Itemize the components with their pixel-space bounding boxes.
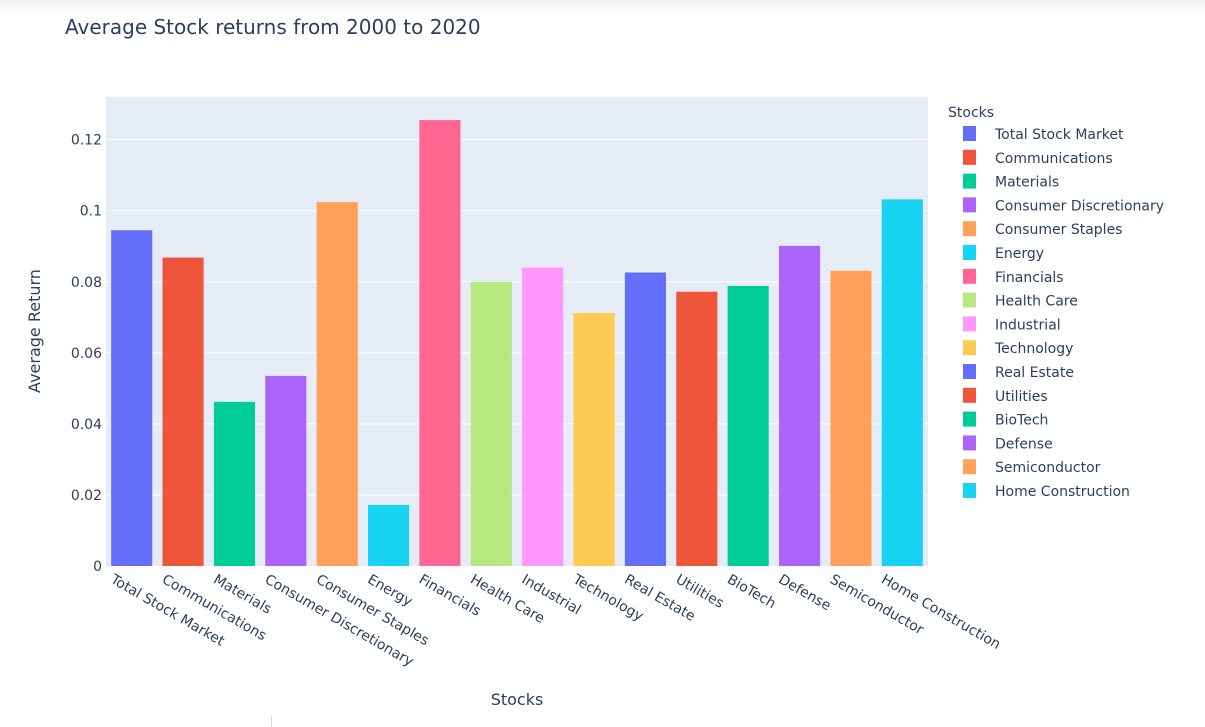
legend-swatch[interactable] [963, 364, 976, 379]
y-tick-label: 0.04 [71, 417, 102, 433]
bar[interactable] [316, 202, 358, 567]
x-tick-label: Defense [776, 572, 834, 615]
x-axis-label: Stocks [491, 690, 544, 709]
bar[interactable] [624, 272, 666, 566]
y-tick-label: 0.06 [71, 346, 102, 362]
legend-item-label[interactable]: Technology [994, 341, 1073, 357]
legend-swatch[interactable] [963, 340, 976, 356]
legend-swatch[interactable] [963, 245, 976, 260]
legend-item-label[interactable]: Financials [995, 270, 1064, 286]
y-tick-label: 0.08 [71, 275, 102, 291]
legend-swatch[interactable] [963, 316, 976, 332]
bar[interactable] [881, 199, 923, 566]
y-tick-label: 0.02 [71, 488, 102, 504]
legend-item-label[interactable]: Consumer Discretionary [995, 198, 1164, 214]
bar[interactable] [111, 230, 153, 566]
y-axis-label: Average Return [25, 269, 44, 393]
legend-swatch[interactable] [963, 197, 976, 213]
x-axis-ticks: Total Stock MarketCommunicationsMaterial… [107, 571, 1003, 670]
chart-title: Average Stock returns from 2000 to 2020 [65, 15, 481, 39]
legend-item-label[interactable]: Communications [995, 151, 1113, 167]
x-tick-label: Semiconductor [827, 572, 927, 639]
legend-swatch[interactable] [963, 387, 976, 403]
legend-item-label[interactable]: Energy [995, 246, 1044, 262]
legend-item-label[interactable]: Semiconductor [995, 460, 1101, 476]
legend-item-label[interactable]: Real Estate [995, 365, 1074, 381]
bar[interactable] [830, 270, 872, 566]
legend-swatch[interactable] [963, 411, 976, 427]
legend-swatch[interactable] [963, 149, 976, 165]
legend: Stocks Total Stock Market Communications M… [948, 105, 1164, 500]
legend-item-label[interactable]: Home Construction [995, 484, 1130, 500]
legend-swatch[interactable] [963, 435, 976, 451]
y-tick-label: 0 [93, 559, 102, 575]
legend-item-label[interactable]: BioTech [995, 413, 1048, 429]
bar[interactable] [213, 401, 255, 566]
legend-swatch[interactable] [963, 173, 976, 189]
legend-item-label[interactable]: Defense [995, 436, 1053, 452]
legend-item-label[interactable]: Utilities [995, 389, 1048, 405]
legend-swatch[interactable] [963, 292, 976, 308]
bar[interactable] [419, 120, 461, 566]
bar[interactable] [368, 504, 410, 566]
bar[interactable] [779, 245, 821, 567]
y-axis-ticks: 0 0.02 0.04 0.06 0.08 0.1 0.12 [71, 133, 102, 575]
legend-item-label[interactable]: Consumer Staples [995, 222, 1122, 238]
bar[interactable] [573, 313, 615, 566]
legend-swatch[interactable] [963, 483, 976, 498]
bar[interactable] [676, 291, 718, 566]
bar[interactable] [265, 375, 307, 566]
legend-item-label[interactable]: Total Stock Market [994, 127, 1124, 143]
bar[interactable] [727, 286, 769, 566]
legend-item-label[interactable]: Health Care [995, 294, 1078, 310]
legend-title: Stocks [948, 105, 994, 121]
y-tick-label: 0.12 [71, 133, 102, 149]
bar[interactable] [162, 257, 204, 566]
bar[interactable] [470, 281, 512, 566]
legend-swatch[interactable] [963, 459, 976, 475]
y-tick-label: 0.1 [80, 204, 102, 220]
legend-item-label[interactable]: Industrial [995, 317, 1061, 333]
x-tick-label: BioTech [724, 572, 778, 613]
legend-swatch[interactable] [963, 126, 976, 141]
legend-swatch[interactable] [963, 221, 976, 237]
bars [111, 120, 923, 567]
top-bar [0, 0, 1205, 14]
legend-swatch[interactable] [963, 268, 976, 284]
bar[interactable] [522, 267, 564, 566]
scroll-divider [271, 715, 272, 727]
legend-item-label[interactable]: Materials [995, 175, 1059, 191]
